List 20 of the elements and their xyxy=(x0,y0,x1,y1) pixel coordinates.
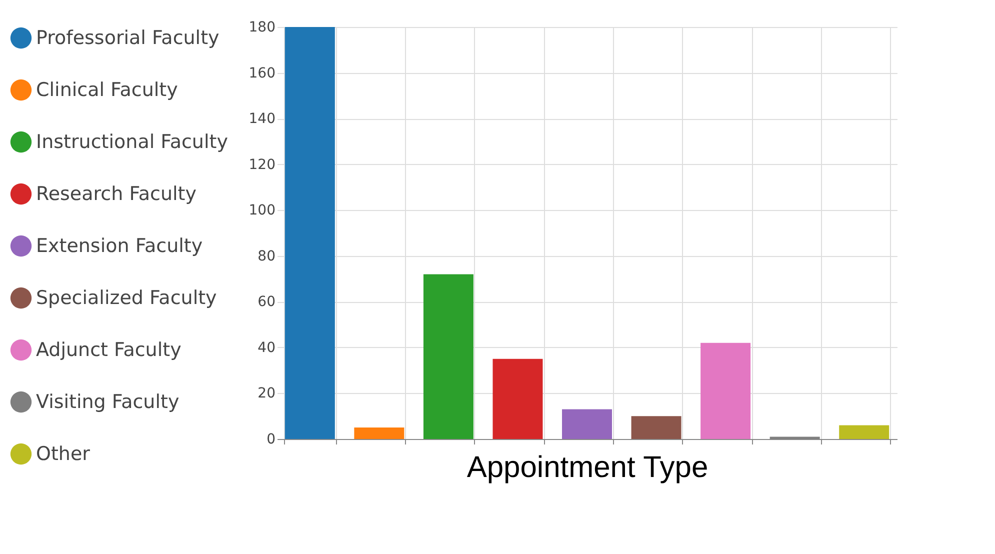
y-tick-label: 160 xyxy=(248,65,276,82)
y-tick-label: 0 xyxy=(266,432,276,448)
legend-label: Visiting Faculty xyxy=(36,391,180,413)
legend-label: Professorial Faculty xyxy=(36,27,220,49)
y-tick-label: 40 xyxy=(258,340,276,356)
legend-label: Other xyxy=(36,443,90,465)
y-tick-label: 180 xyxy=(248,20,276,36)
legend-label: Extension Faculty xyxy=(36,235,203,257)
legend-label: Specialized Faculty xyxy=(36,287,217,309)
x-axis-title: Appointment Type xyxy=(466,451,708,484)
legend-label: Clinical Faculty xyxy=(36,79,178,101)
y-tick-label: 60 xyxy=(258,294,276,310)
legend-label: Instructional Faculty xyxy=(36,131,228,153)
y-tick-label: 80 xyxy=(258,248,276,264)
y-tick-label: 120 xyxy=(248,156,276,173)
y-tick-label: 20 xyxy=(258,386,276,402)
legend-label: Adjunct Faculty xyxy=(36,339,182,361)
legend-label: Research Faculty xyxy=(36,183,196,205)
y-tick-label: 100 xyxy=(248,202,276,219)
y-tick-label: 140 xyxy=(248,111,276,128)
